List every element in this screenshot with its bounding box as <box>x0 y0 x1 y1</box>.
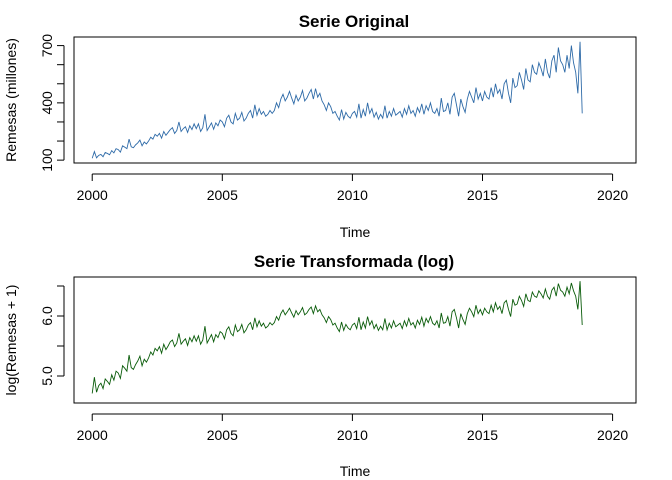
x-tick-label: 2015 <box>467 187 498 203</box>
x-tick-label: 2020 <box>597 427 628 443</box>
x-tick-label: 2010 <box>337 427 368 443</box>
x-tick-label: 2000 <box>77 187 108 203</box>
y-tick-label: 400 <box>39 91 55 115</box>
series-line <box>91 41 583 159</box>
plot-frame <box>73 276 637 404</box>
y-tick-label: 100 <box>39 148 55 172</box>
y-axis: 100 400 700 <box>39 34 65 172</box>
plot-frame <box>73 36 637 164</box>
y-tick-label: 700 <box>39 34 55 58</box>
panel-original: Serie Original 2000 2005 2010 2015 2020 100 4… <box>3 12 637 240</box>
x-tick-label: 2005 <box>207 427 238 443</box>
chart-title: Serie Original <box>299 12 410 31</box>
chart-title: Serie Transformada (log) <box>254 252 454 271</box>
x-tick-label: 2020 <box>597 187 628 203</box>
y-axis-label: log(Remesas + 1) <box>3 285 19 396</box>
x-axis-label: Time <box>340 463 371 479</box>
x-axis-label: Time <box>340 224 371 240</box>
series-line <box>91 281 583 394</box>
x-tick-label: 2010 <box>337 187 368 203</box>
x-axis: 2000 2005 2010 2015 2020 <box>77 173 628 203</box>
x-axis: 2000 2005 2010 2015 2020 <box>77 413 628 443</box>
panel-transformed: Serie Transformada (log) 2000 2005 2010 201… <box>3 252 637 479</box>
y-axis-label: Remesas (millones) <box>3 38 19 162</box>
x-tick-label: 2000 <box>77 427 108 443</box>
x-tick-label: 2015 <box>467 427 498 443</box>
x-tick-label: 2005 <box>207 187 238 203</box>
y-tick-label: 6.0 <box>39 306 55 326</box>
y-tick-label: 5.0 <box>39 366 55 386</box>
y-axis: 5.0 6.0 <box>39 285 65 386</box>
